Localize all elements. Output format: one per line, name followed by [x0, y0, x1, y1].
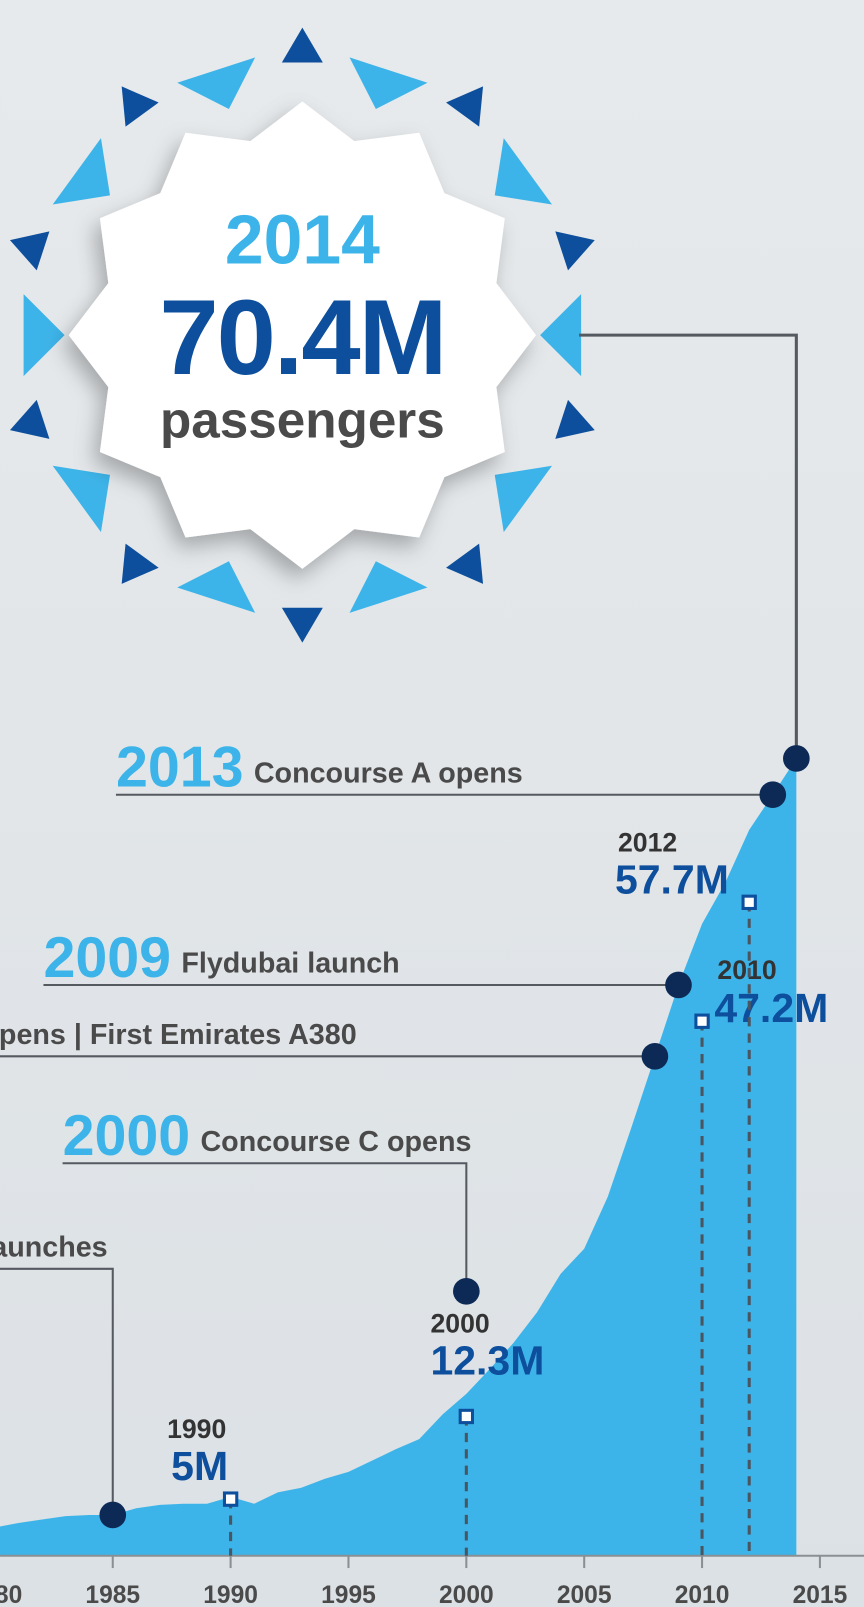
event-year: 2000	[63, 1104, 191, 1168]
milestone-year: 2000	[430, 1308, 489, 1338]
milestone-value: 5M	[171, 1443, 228, 1489]
chart: 201470.4Mpassengers 1980 1985 1990 1995 2000…	[0, 0, 864, 1607]
milestone-value: 57.7M	[615, 857, 729, 903]
x-tick-label: 1985	[85, 1582, 140, 1607]
event-marker	[99, 1502, 126, 1529]
badge-unit: passengers	[160, 392, 445, 449]
event-text: Concourse A opens	[254, 757, 523, 789]
event-marker	[453, 1278, 480, 1305]
x-tick-label: 2000	[439, 1582, 494, 1607]
milestone-value: 12.3M	[430, 1337, 544, 1383]
milestone-value: 47.2M	[714, 985, 828, 1031]
badge-point	[783, 745, 810, 772]
event-year: 2009	[43, 926, 171, 990]
milestone-year: 2012	[618, 828, 677, 858]
event-marker	[759, 781, 786, 808]
event-marker	[642, 1043, 669, 1070]
milestone-marker	[743, 896, 755, 908]
x-tick-label: 2010	[675, 1582, 730, 1607]
milestone-year: 2010	[717, 955, 776, 985]
x-tick-label: 1990	[203, 1582, 258, 1607]
x-tick-label: 1995	[321, 1582, 376, 1607]
badge-year: 2014	[225, 200, 380, 278]
event-year: 2013	[116, 736, 244, 800]
badge-value: 70.4M	[159, 278, 445, 397]
x-tick-label: 1980	[0, 1582, 22, 1607]
event-text: Terminal 3 opens | First Emirates A380	[0, 1019, 357, 1051]
milestone-marker	[696, 1015, 708, 1027]
event-marker	[665, 972, 692, 999]
x-tick-label: 2005	[557, 1582, 612, 1607]
event-text: Flydubai launch	[181, 948, 399, 980]
milestone-marker	[460, 1410, 472, 1422]
milestone-marker	[224, 1493, 236, 1505]
milestone-year: 1990	[167, 1414, 226, 1444]
page: {"chart_data":{"type":"area", "x":[1980,…	[0, 0, 864, 1607]
x-tick-label: 2015	[793, 1582, 848, 1607]
event-text: Emirates launches	[0, 1231, 108, 1263]
event-text: Concourse C opens	[200, 1126, 471, 1158]
